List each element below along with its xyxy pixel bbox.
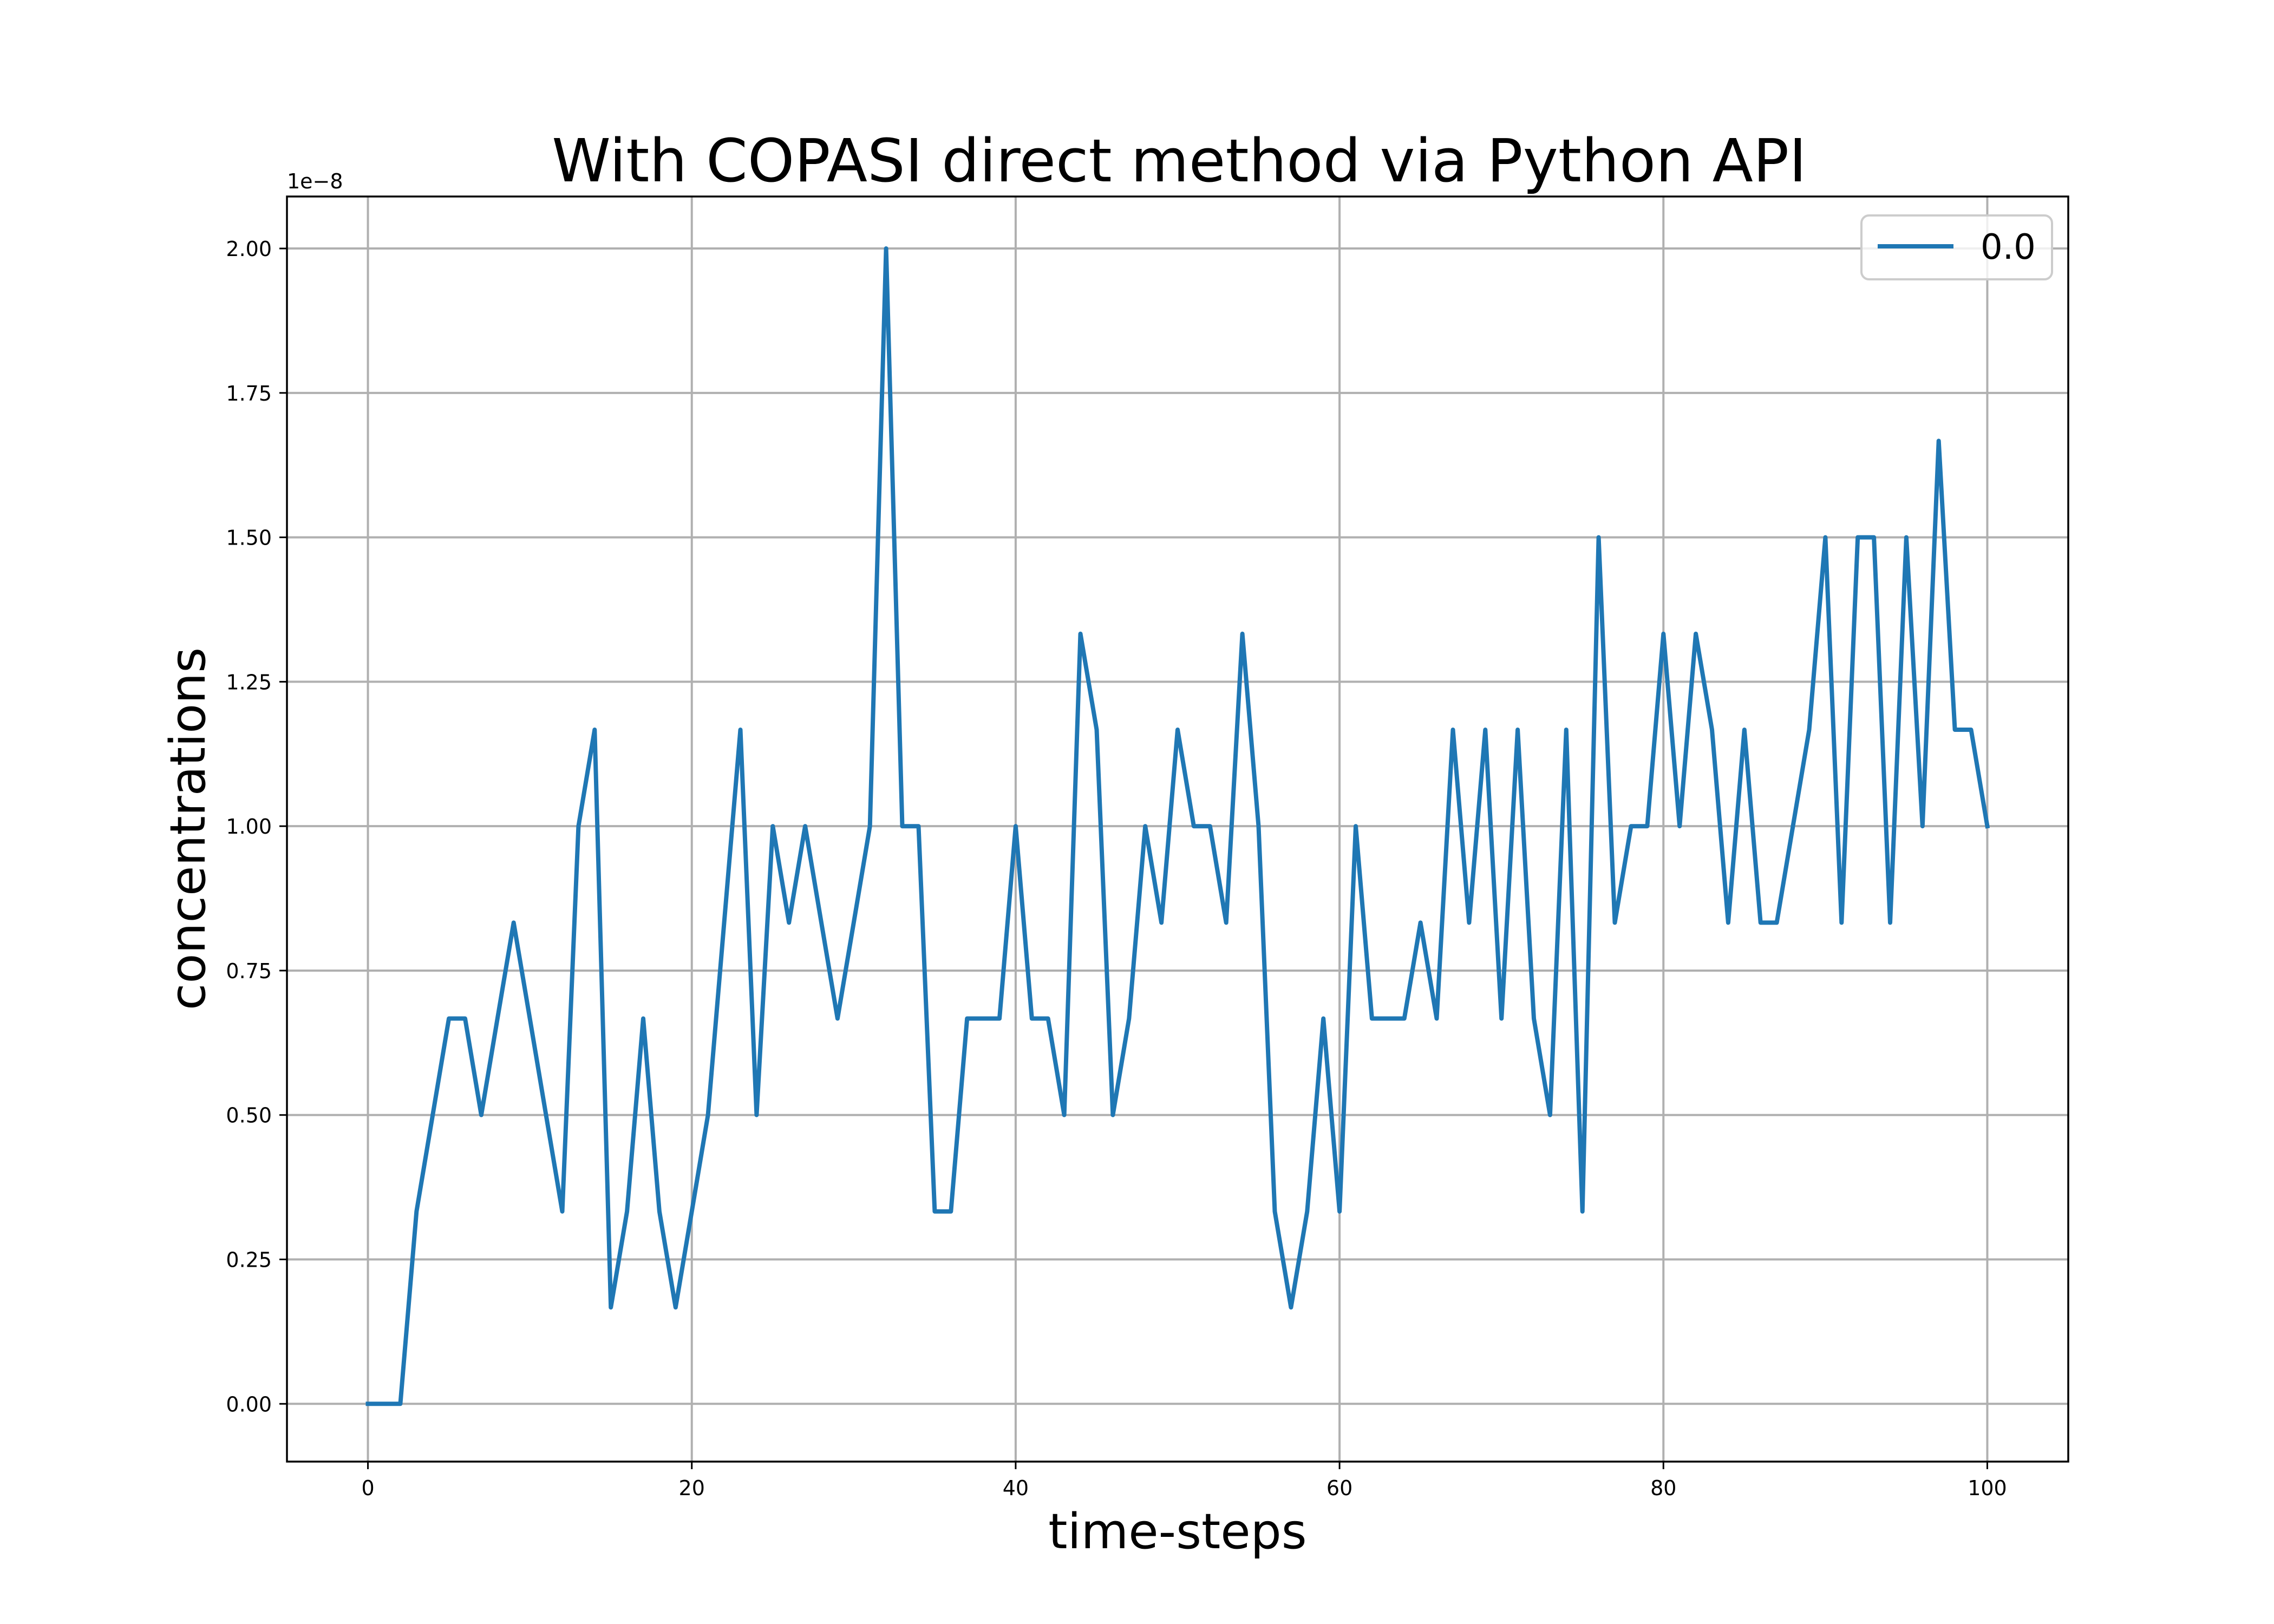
x-axis-ticks: 0 20 40 60 80 100 (361, 1462, 2007, 1500)
series-line (365, 246, 1990, 1406)
x-tick-label: 60 (1327, 1476, 1352, 1500)
x-tick-label: 100 (1968, 1476, 2007, 1500)
x-tick-label: 40 (1003, 1476, 1029, 1500)
y-tick-label: 1.75 (226, 382, 272, 405)
x-tick-label: 0 (361, 1476, 374, 1500)
y-axis-ticks: 0.00 0.25 0.50 0.75 1.00 1.25 1.50 1.75 2.00 (226, 237, 287, 1416)
y-tick-label: 0.25 (226, 1248, 272, 1272)
y-tick-label: 1.50 (226, 526, 272, 550)
legend-label: 0.0 (1981, 227, 2036, 267)
grid (287, 197, 2068, 1462)
legend: 0.0 (1860, 214, 2053, 280)
y-tick-label: 0.00 (226, 1392, 272, 1416)
series-layer (365, 246, 1990, 1406)
y-tick-label: 2.00 (226, 237, 272, 261)
y-tick-label: 0.75 (226, 959, 272, 983)
chart-title: With COPASI direct method via Python API (552, 126, 1806, 195)
x-tick-label: 20 (679, 1476, 705, 1500)
legend-box (1860, 214, 2053, 280)
x-axis-label: time-steps (1048, 1503, 1306, 1560)
y-axis-label: concentrations (160, 647, 217, 1010)
axes-frame (286, 195, 2069, 1463)
y-axis-offset-label: 1e−8 (287, 169, 343, 193)
y-tick-label: 1.00 (226, 815, 272, 839)
y-tick-label: 0.50 (226, 1104, 272, 1128)
y-tick-label: 1.25 (226, 670, 272, 694)
x-tick-label: 80 (1650, 1476, 1676, 1500)
